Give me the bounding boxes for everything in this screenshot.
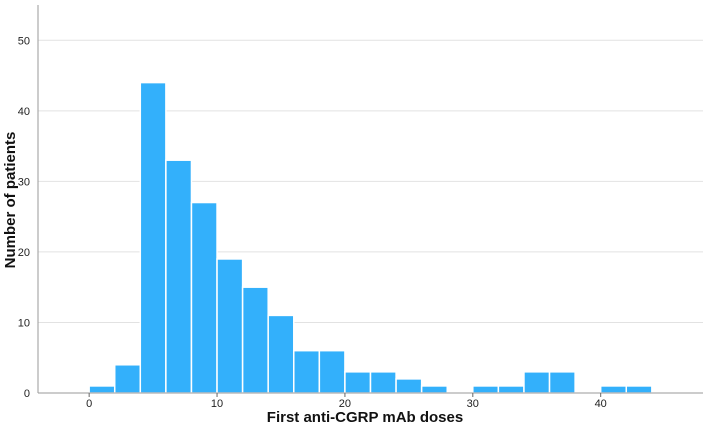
bar-18-20	[318, 349, 346, 394]
bar-22-24	[369, 371, 397, 394]
y-axis-label: Number of patients	[2, 132, 19, 269]
bar-6-8	[165, 159, 193, 394]
x-tick-label-40: 40	[595, 398, 607, 410]
bars	[88, 81, 653, 394]
tick-labels: 0 10 20 30 40 50 0 10 20 30 40	[18, 35, 607, 410]
bar-2-4	[113, 364, 142, 394]
x-tick-label-30: 30	[467, 398, 479, 410]
bar-0-2	[88, 385, 116, 394]
bar-8-10	[190, 201, 218, 394]
gridlines	[38, 39, 703, 323]
bar-42-44	[625, 385, 653, 394]
bar-24-26	[395, 378, 423, 394]
bar-14-16	[267, 314, 295, 394]
x-axis-label: First anti-CGRP mAb doses	[267, 409, 463, 426]
y-tick-label-0: 0	[24, 388, 30, 400]
bar-40-42	[599, 385, 628, 394]
y-tick-label-50: 50	[18, 35, 30, 47]
bar-32-34	[497, 385, 525, 394]
x-tick-label-20: 20	[339, 398, 351, 410]
bar-10-12	[216, 258, 244, 394]
y-tick-label-20: 20	[18, 247, 30, 259]
y-tick-label-40: 40	[18, 106, 30, 118]
bar-26-28	[420, 385, 448, 394]
bar-36-38	[548, 371, 576, 394]
axes	[37, 5, 703, 394]
x-tick-label-0: 0	[86, 398, 92, 410]
x-tick-label-10: 10	[211, 398, 223, 410]
bar-34-36	[523, 371, 551, 394]
bar-30-32	[472, 385, 500, 394]
y-tick-label-30: 30	[18, 176, 30, 188]
bar-12-14	[241, 286, 269, 394]
bar-20-22	[344, 371, 372, 394]
y-tick-label-10: 10	[18, 317, 30, 329]
bar-4-6	[139, 81, 167, 394]
bar-16-18	[293, 349, 321, 394]
